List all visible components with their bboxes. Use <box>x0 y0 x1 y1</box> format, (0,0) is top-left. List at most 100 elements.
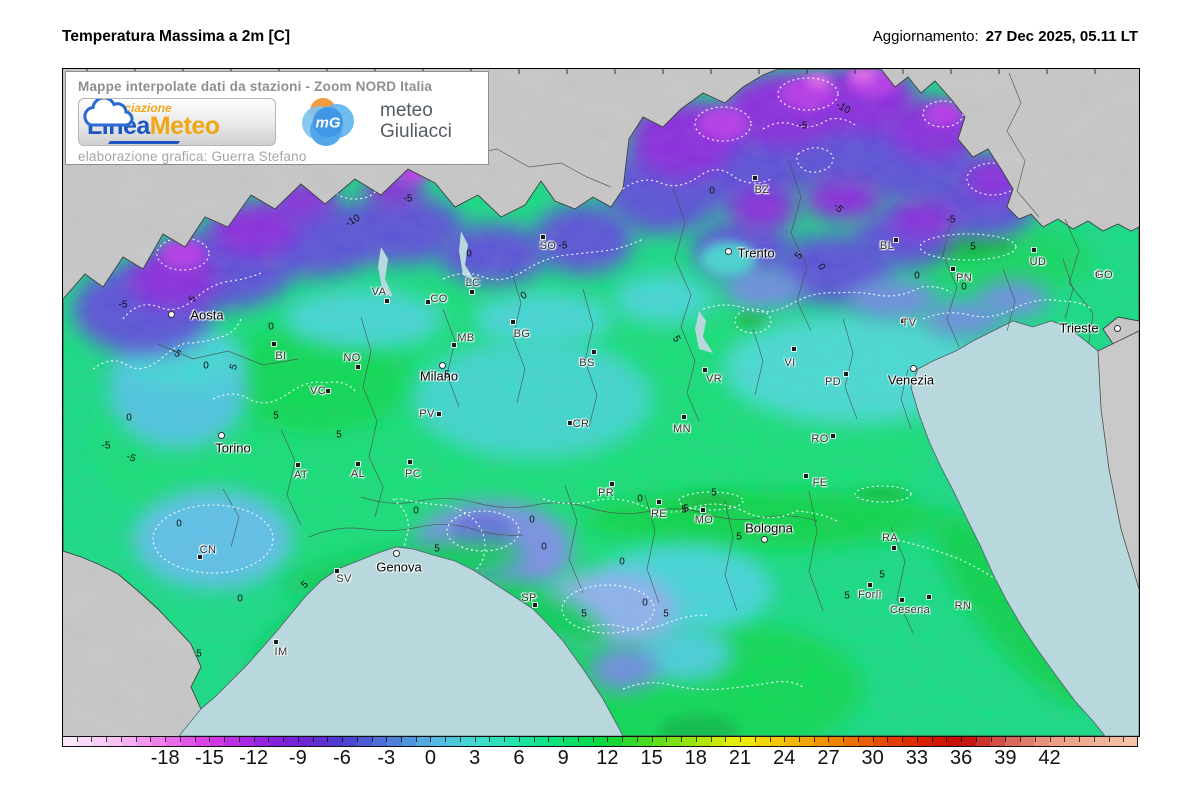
update-timestamp: Aggiornamento: 27 Dec 2025, 05.11 LT <box>873 28 1138 45</box>
colorbar-segment <box>534 737 549 746</box>
colorbar-segment <box>151 737 167 746</box>
colorbar-segment <box>519 737 534 746</box>
colorbar-segment <box>298 737 314 746</box>
colorbar-segment <box>960 737 976 746</box>
colorbar-segment <box>1034 737 1050 746</box>
watermark-box: Mappe interpolate dati da stazioni - Zoo… <box>65 71 489 165</box>
update-label: Aggiornamento: <box>872 28 979 45</box>
colorbar-segment <box>887 737 902 746</box>
colorbar-segment <box>798 737 814 746</box>
colorbar-segment <box>430 737 446 746</box>
colorbar-tick-label: -9 <box>288 747 307 769</box>
colorbar-segment <box>843 737 858 746</box>
colorbar-tick-label: 15 <box>640 747 663 769</box>
colorbar-segment <box>754 737 770 746</box>
colorbar-segment <box>327 737 343 746</box>
colorbar-tick-labels: -18 -15 -12 -9 -6 -3 0 3 6 9 12 15 18 21 24 27 30 33 36 39 4… <box>62 747 1138 773</box>
colorbar-segment <box>1122 737 1138 746</box>
istria-terrain <box>1097 330 1139 590</box>
colorbar-segment <box>475 737 490 746</box>
colorbar-segment <box>269 737 284 746</box>
colorbar-segment <box>224 737 240 746</box>
colorbar-segment <box>77 737 93 746</box>
colorbar-tick-label: -18 <box>150 747 180 769</box>
colorbar-segment <box>401 737 417 746</box>
temperature-map-art <box>63 69 1139 736</box>
colorbar-tick-label: -12 <box>239 747 269 769</box>
mg-initials: mG <box>315 114 341 132</box>
colorbar-segment <box>445 737 461 746</box>
colorbar-tick-label: 42 <box>1038 747 1061 769</box>
colorbar-segment <box>901 737 917 746</box>
colorbar-tick-label: 6 <box>513 747 525 769</box>
colorbar-segment <box>239 737 255 746</box>
colorbar-segment <box>916 737 932 746</box>
colorbar-segment <box>460 737 476 746</box>
colorbar-tick-label: 33 <box>905 747 929 769</box>
map-canvas: Aosta Torino Milano Genova Trento Bologna Vene… <box>62 68 1140 737</box>
colorbar-segment <box>63 737 78 746</box>
colorbar-segment <box>975 737 991 746</box>
colorbar-segment <box>784 737 799 746</box>
linea-meteo-logo: Associazione LineaMeteo <box>78 98 276 146</box>
colorbar-segment <box>725 737 741 746</box>
update-value: 27 Dec 2025, 05.11 LT <box>985 28 1138 45</box>
colorbar-segment <box>180 737 196 746</box>
colorbar-segment <box>210 737 225 746</box>
colorbar-segment <box>372 737 387 746</box>
colorbar-tick-label: 36 <box>949 747 973 769</box>
colorbar-segment <box>1019 737 1035 746</box>
colorbar-segment <box>813 737 829 746</box>
meteo-giuliacci-wordmark: meteo Giuliacci <box>380 100 452 142</box>
colorbar-tick-label: -15 <box>194 747 224 769</box>
colorbar-tick-label: 0 <box>424 747 437 769</box>
colorbar-segment <box>637 737 652 746</box>
colorbar-segment <box>166 737 181 746</box>
colorbar-segment <box>578 737 593 746</box>
colorbar <box>62 736 1138 747</box>
colorbar-segment <box>710 737 726 746</box>
colorbar-segment <box>990 737 1005 746</box>
ligurian-sea <box>178 546 624 736</box>
colorbar-segment <box>136 737 152 746</box>
colorbar-segment <box>548 737 564 746</box>
colorbar-tick-label: -3 <box>377 747 396 769</box>
colorbar-segment <box>666 737 682 746</box>
colorbar-segment <box>504 737 520 746</box>
colorbar-segment <box>283 737 299 746</box>
colorbar-segment <box>92 737 108 746</box>
colorbar-tick-label: 39 <box>994 747 1017 769</box>
colorbar-segment <box>357 737 373 746</box>
colorbar-segment <box>1093 737 1109 746</box>
colorbar-segment <box>121 737 137 746</box>
colorbar-tick-label: 30 <box>861 747 884 769</box>
cloud-icon <box>83 99 134 127</box>
colorbar-segment <box>946 737 961 746</box>
colorbar-tick-label: 9 <box>557 747 569 769</box>
meteo-giuliacci-logo-icon: mG <box>302 98 354 146</box>
colorbar-segment <box>931 737 947 746</box>
colorbar-segment <box>1005 737 1020 746</box>
colorbar-segment <box>386 737 402 746</box>
colorbar-segment <box>857 737 873 746</box>
lakes <box>378 231 713 353</box>
colorbar-tick-label: 21 <box>728 747 752 769</box>
colorbar-segment <box>695 737 711 746</box>
colorbar-segment <box>1108 737 1123 746</box>
colorbar-segment <box>1078 737 1094 746</box>
colorbar-segment <box>828 737 844 746</box>
colorbar-segment <box>342 737 358 746</box>
colorbar-segment <box>313 737 328 746</box>
colorbar-segment <box>416 737 431 746</box>
colorbar-tick-label: -6 <box>333 747 351 769</box>
page-title: Temperatura Massima a 2m [C] <box>62 28 290 45</box>
colorbar-segment <box>740 737 755 746</box>
colorbar-segment <box>563 737 579 746</box>
colorbar-segment <box>254 737 270 746</box>
colorbar-segment <box>1049 737 1064 746</box>
colorbar-segment <box>592 737 608 746</box>
colorbar-tick-label: 12 <box>596 747 619 769</box>
colorbar-segment <box>489 737 505 746</box>
colorbar-segment <box>872 737 888 746</box>
